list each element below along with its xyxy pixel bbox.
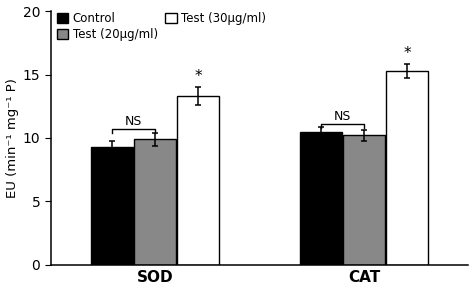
- Y-axis label: EU (min⁻¹ mg⁻¹ P): EU (min⁻¹ mg⁻¹ P): [6, 78, 18, 198]
- Bar: [177, 96, 219, 265]
- Legend: Control, Test (20μg/ml), Test (30μg/ml): Control, Test (20μg/ml), Test (30μg/ml): [57, 12, 266, 41]
- Text: *: *: [194, 69, 202, 84]
- Bar: [343, 135, 385, 265]
- Text: *: *: [403, 46, 411, 61]
- Bar: [91, 147, 133, 265]
- Text: NS: NS: [334, 110, 351, 123]
- Bar: [386, 71, 428, 265]
- Bar: [300, 132, 342, 265]
- Bar: [134, 139, 176, 265]
- Text: NS: NS: [125, 116, 142, 128]
